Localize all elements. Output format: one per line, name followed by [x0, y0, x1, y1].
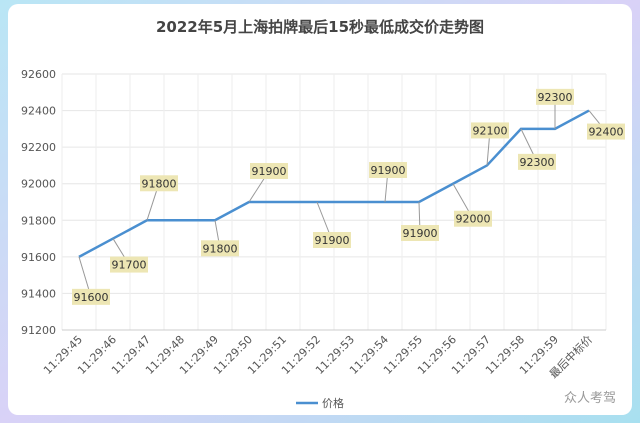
y-tick-label: 92600	[21, 68, 56, 81]
y-tick-label: 92000	[21, 178, 56, 191]
label-box	[201, 240, 239, 257]
data-label: 91800	[142, 177, 177, 190]
chart-title: 2022年5月上海拍牌最后15秒最低成交价走势图	[156, 18, 484, 36]
label-box	[518, 153, 556, 170]
label-box	[140, 175, 178, 192]
label-box	[72, 288, 110, 305]
data-label: 91800	[203, 242, 238, 255]
watermark: 众人考驾	[564, 391, 616, 406]
y-tick-label: 91800	[21, 214, 56, 227]
label-box	[471, 122, 509, 139]
label-box	[587, 123, 625, 140]
label-box	[401, 225, 439, 241]
label-box	[110, 256, 148, 273]
data-label: 92300	[538, 91, 573, 104]
y-tick-label: 92200	[21, 141, 56, 154]
data-label: 92400	[589, 126, 624, 139]
label-box	[313, 232, 351, 248]
label-box	[536, 88, 574, 105]
data-label: 91600	[74, 291, 109, 304]
label-box	[369, 162, 407, 178]
line	[78, 109, 590, 258]
data-label: 91900	[371, 164, 406, 177]
y-tick-label: 92400	[21, 105, 56, 118]
data-label: 92000	[456, 213, 491, 226]
data-label: 92300	[520, 156, 555, 169]
y-tick-label: 91600	[21, 251, 56, 264]
data-label: 91700	[112, 259, 147, 272]
data-label: 91900	[403, 227, 438, 240]
legend-label: 价格	[322, 396, 344, 410]
data-label: 92100	[473, 124, 508, 137]
data-label: 91900	[315, 234, 350, 247]
label-box	[454, 210, 492, 227]
y-tick-label: 91200	[21, 324, 56, 337]
y-tick-label: 91400	[21, 287, 56, 300]
label-box	[250, 163, 288, 179]
data-label: 91900	[252, 165, 287, 178]
